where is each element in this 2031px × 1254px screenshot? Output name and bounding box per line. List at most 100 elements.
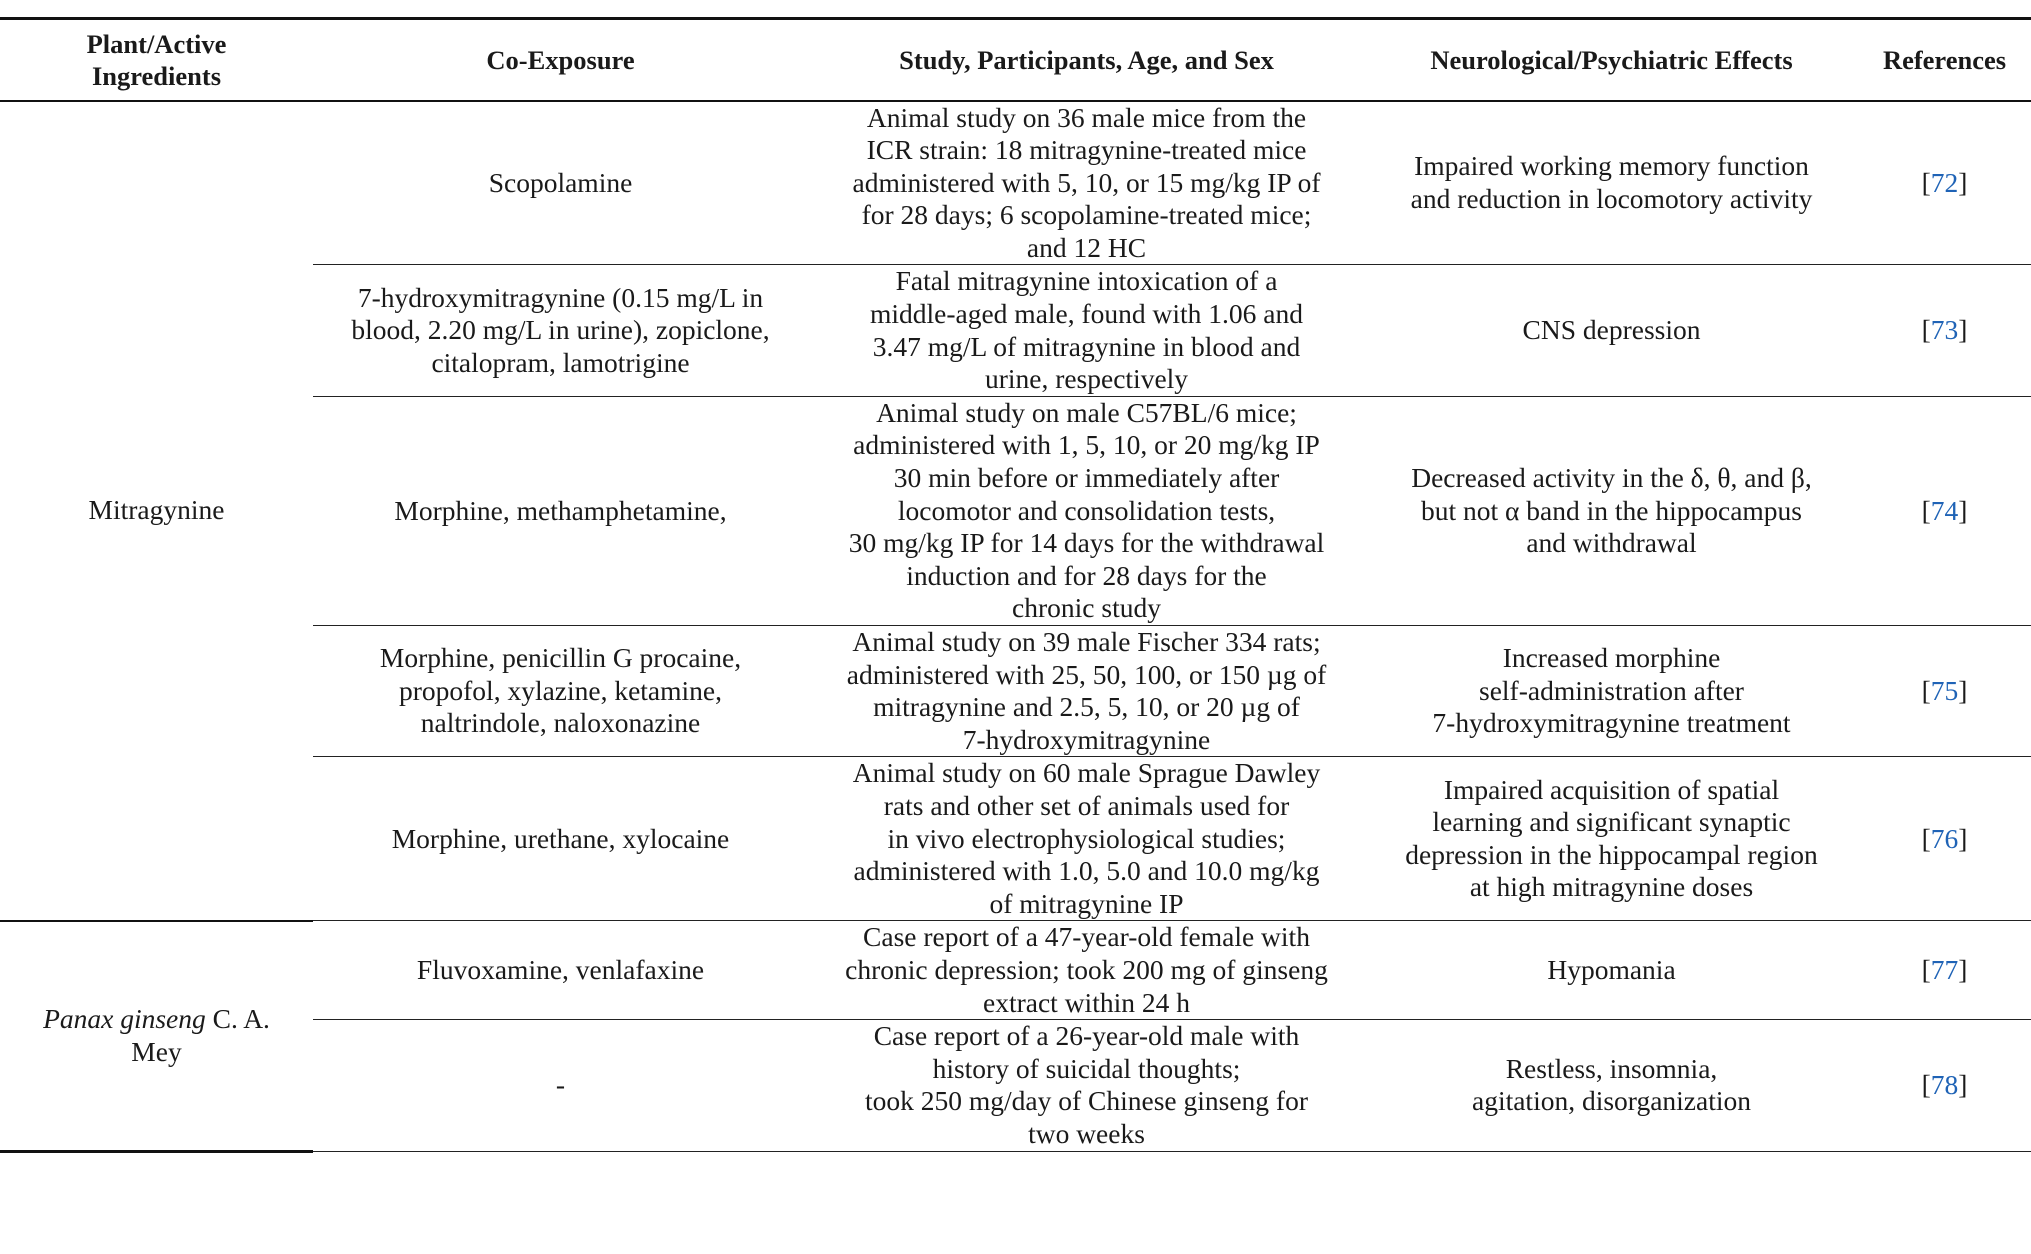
reference-link[interactable]: 78 [1930,1069,1959,1101]
table-row: - Case report of a 26-year-old male with h… [0,1019,2031,1152]
table-row: 7-hydroxymitragynine (0.15 mg/L in blood,… [0,264,2031,397]
header-plant: Plant/Active Ingredients [86,28,227,91]
text-line: and reduction in locomotory activity [1410,182,1813,214]
data-table: Plant/Active Ingredients Co-Exposure Stu… [0,17,2031,1153]
cell-effects: CNS depression [1365,264,1858,397]
text-line: Restless, insomnia, [1505,1052,1718,1084]
text-line: locomotor and consolidation tests, [897,494,1276,526]
reference-link[interactable]: 76 [1930,822,1959,854]
text-line: propofol, xylazine, ketamine, [398,674,723,706]
text-line: and 12 HC [1026,231,1147,263]
text-line: induction and for 28 days for the [906,559,1267,591]
group-panax-ginseng: Panax ginseng C. A. Mey Fluvoxamine, venla… [0,920,2031,1153]
table-row: Morphine, penicillin G procaine, propofol… [0,625,2031,758]
text-line: - [555,1069,566,1101]
text-line: took 250 mg/day of Chinese ginseng for [865,1085,1308,1117]
table-row: Morphine, urethane, xylocaine Animal stud… [0,756,2031,922]
cell-plant: Panax ginseng C. A. Mey [0,920,313,1153]
cell-coexposure: Morphine, urethane, xylocaine [313,756,808,922]
text-line: at high mitragynine doses [1469,871,1754,903]
cell-effects: Impaired working memory function and redu… [1365,100,1858,266]
reference-link[interactable]: 73 [1930,314,1959,346]
cell-effects: Hypomania [1365,920,1858,1021]
cell-study: Animal study on 60 male Sprague Dawley ra… [808,756,1365,922]
group-mitragynine: Mitragynine Scopolamine Animal study on 36… [0,100,2031,922]
cell-coexposure: Scopolamine [313,100,808,266]
text-line: Morphine, methamphetamine, [394,494,727,526]
reference-link[interactable]: 74 [1930,494,1959,526]
text-line: in vivo electrophysiological studies; [887,822,1286,854]
text-line: self-administration after [1479,674,1744,706]
text-line: Fatal mitragynine intoxication of a [895,265,1278,297]
text-line: 30 mg/kg IP for 14 days for the withdraw… [848,527,1325,559]
cell-effects: Impaired acquisition of spatial learning … [1365,756,1858,922]
text-line: CNS depression [1522,314,1701,346]
text-line: middle-aged male, found with 1.06 and [869,298,1304,330]
cell-study: Animal study on 36 male mice from the ICR… [808,100,1365,266]
text-line: Impaired acquisition of spatial [1443,773,1780,805]
table-row: Panax ginseng C. A. Mey Fluvoxamine, venla… [0,920,2031,1153]
reference-link[interactable]: 75 [1930,674,1959,706]
text-line: Decreased activity in the δ, θ, and β, [1411,462,1812,494]
text-line: administered with 5, 10, or 15 mg/kg IP … [852,166,1321,198]
text-line: 7-hydroxymitragynine (0.15 mg/L in [357,281,764,313]
text-line: Fluvoxamine, venlafaxine [416,953,705,985]
text-line: Hypomania [1547,953,1676,985]
text-line: 30 min before or immediately after [893,462,1280,494]
text-line: learning and significant synaptic [1432,806,1791,838]
text-line: Increased morphine [1502,642,1721,674]
text-line: two weeks [1028,1117,1145,1149]
text-line: citalopram, lamotrigine [431,346,690,378]
cell-study: Animal study on 39 male Fischer 334 rats… [808,625,1365,758]
text-line: urine, respectively [984,363,1189,395]
text-line: chronic study [1012,592,1161,624]
text-line: mitragynine and 2.5, 5, 10, or 20 µg of [873,691,1300,723]
cell-effects: Restless, insomnia, agitation, disorganiz… [1365,1019,1858,1152]
cell-study: Fatal mitragynine intoxication of a middl… [808,264,1365,397]
text-line: 7-hydroxymitragynine [962,723,1211,755]
text-line: of mitragynine IP [989,887,1184,919]
reference-link[interactable]: 77 [1930,953,1959,985]
cell-coexposure: Fluvoxamine, venlafaxine [313,920,808,1021]
reference-link[interactable]: 72 [1930,166,1959,198]
text-line: Case report of a 26-year-old male with [873,1020,1300,1052]
text-line: depression in the hippocampal region [1405,838,1818,870]
cell-coexposure: Morphine, methamphetamine, [313,396,808,627]
cell-reference: [77] [1858,920,2031,1021]
text-line: Impaired working memory function [1414,150,1809,182]
text-line: administered with 25, 50, 100, or 150 µg… [846,658,1327,690]
header-study: Study, Participants, Age, and Sex [899,44,1274,75]
plant-authority: C. A. [205,1003,270,1035]
text-line: naltrindole, naloxonazine [420,707,701,739]
text-line: chronic depression; took 200 mg of ginse… [845,953,1328,985]
cell-coexposure: - [313,1019,808,1152]
table-row: Morphine, methamphetamine, Animal study o… [0,396,2031,627]
cell-effects: Increased morphine self-administration af… [1365,625,1858,758]
cell-reference: [72] [1858,100,2031,266]
header-effects: Neurological/Psychiatric Effects [1430,44,1793,75]
text-line: history of suicidal thoughts; [932,1052,1241,1084]
text-line: Case report of a 47-year-old female with [863,921,1310,953]
cell-reference: [75] [1858,625,2031,758]
cell-study: Case report of a 47-year-old female with… [808,920,1365,1021]
cell-coexposure: 7-hydroxymitragynine (0.15 mg/L in blood,… [313,264,808,397]
text-line: 7-hydroxymitragynine treatment [1432,707,1791,739]
cell-reference: [73] [1858,264,2031,397]
text-line: Animal study on 39 male Fischer 334 rats… [852,626,1321,657]
cell-reference: [74] [1858,396,2031,627]
table-row: Mitragynine Scopolamine Animal study on 36… [0,100,2031,922]
text-line: agitation, disorganization [1471,1085,1751,1117]
cell-study: Case report of a 26-year-old male with hi… [808,1019,1365,1152]
text-line: Morphine, urethane, xylocaine [391,822,730,854]
text-line: ICR strain: 18 mitragynine-treated mice [866,134,1307,166]
text-line: Morphine, penicillin G procaine, [379,642,742,674]
text-line: rats and other set of animals used for [883,789,1290,821]
text-line: Animal study on 60 male Sprague Dawley [852,757,1321,789]
cell-reference: [76] [1858,756,2031,922]
text-line: Animal study on 36 male mice from the [866,101,1307,133]
cell-plant: Mitragynine [0,100,313,922]
text-line: and withdrawal [1526,527,1697,559]
cell-study: Animal study on male C57BL/6 mice; admini… [808,396,1365,627]
header-coexposure: Co-Exposure [486,44,635,75]
